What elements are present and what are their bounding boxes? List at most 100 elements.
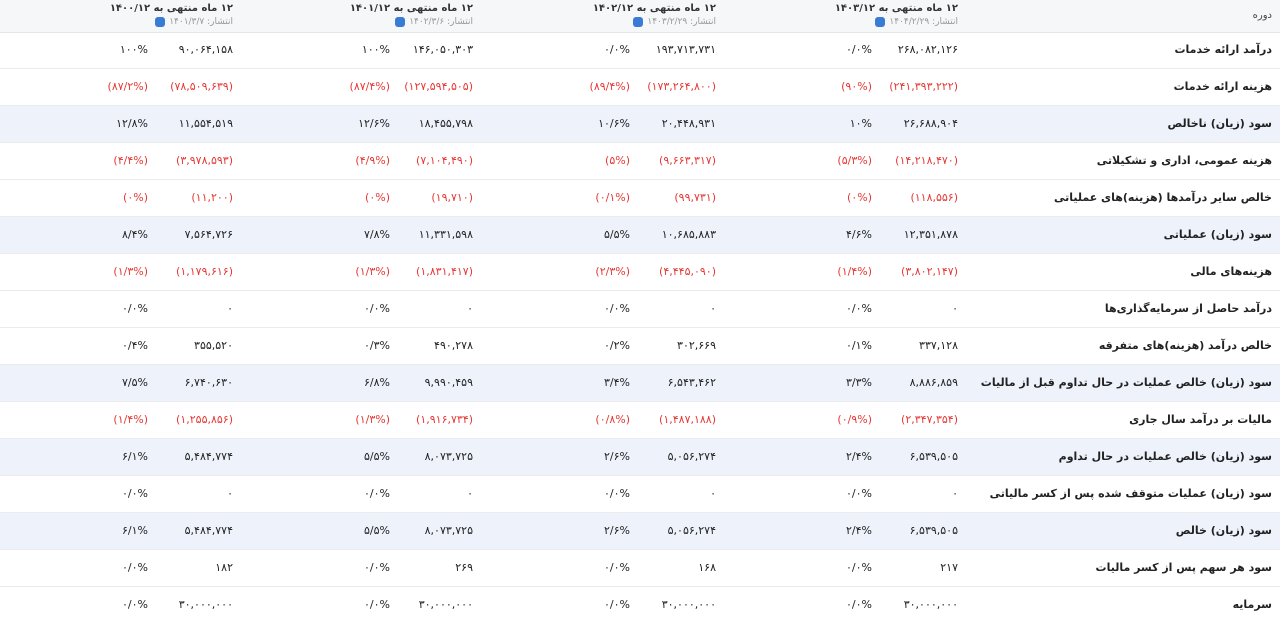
cell-value: ۱۴۶,۰۵۰,۳۰۳ <box>412 43 473 56</box>
cell-percent: (۹۰%) <box>841 80 872 93</box>
cell-value: ۰ <box>467 302 473 315</box>
cell-percent: ۶/۱% <box>122 450 148 463</box>
row-label: سود (زیان) خالص <box>1175 524 1272 537</box>
row-label: سود (زیان) ناخالص <box>1167 117 1272 130</box>
cell-percent: ۰/۰% <box>364 561 390 574</box>
period-published: انتشار: ۱۴۰۳/۲/۲۹ <box>633 17 716 27</box>
row-label: خالص سایر درآمدها (هزینه)های عملیاتی <box>1053 191 1272 204</box>
row-label: درآمد ارائه خدمات <box>1174 43 1272 56</box>
cell-value: (۱۲۷,۵۹۴,۵۰۵) <box>404 80 473 93</box>
cell-percent: ۵/۵% <box>364 450 390 463</box>
cell-percent: ۰/۰% <box>122 598 148 611</box>
row-label: سرمایه <box>1232 598 1272 611</box>
codal-icon <box>633 17 644 27</box>
period-title: ۱۲ ماه منتهی به ۱۴۰۲/۱۲ <box>592 3 716 14</box>
cell-percent: ۵/۵% <box>604 228 630 241</box>
cell-percent: ۱۰% <box>849 117 872 130</box>
published-date: انتشار: ۱۴۰۲/۳/۶ <box>409 17 473 27</box>
cell-value: ۶,۵۳۹,۵۰۵ <box>909 524 958 537</box>
cell-percent: ۰/۰% <box>364 598 390 611</box>
cell-percent: (۴/۴%) <box>113 154 148 167</box>
cell-percent: ۷/۸% <box>364 228 390 241</box>
published-date: انتشار: ۱۴۰۴/۲/۲۹ <box>889 17 958 27</box>
codal-icon <box>395 17 406 27</box>
cell-percent: ۰/۴% <box>122 339 148 352</box>
cell-percent: (۲/۳%) <box>595 265 630 278</box>
cell-percent: (۵/۳%) <box>837 154 872 167</box>
cell-percent: ۱۲/۶% <box>358 117 390 130</box>
table-row: درآمد حاصل از سرمایه‌گذاری‌ها ۰ ۰/۰% ۰ ۰/۰% ۰… <box>0 291 1280 328</box>
cell-value: ۹,۹۹۰,۴۵۹ <box>424 376 473 389</box>
cell-percent: ۴/۶% <box>846 228 872 241</box>
period-title: ۱۲ ماه منتهی به ۱۴۰۰/۱۲ <box>109 3 233 14</box>
row-label: هزینه ارائه خدمات <box>1173 80 1272 93</box>
cell-value: (۳,۸۰۲,۱۴۷) <box>901 265 958 278</box>
cell-percent: ۷/۵% <box>122 376 148 389</box>
table-row: سود (زیان) عملیات متوقف شده پس از کسر ما… <box>0 476 1280 513</box>
row-label: سود (زیان) خالص عملیات در حال تداوم <box>1058 450 1272 463</box>
cell-percent: (۱/۳%) <box>113 265 148 278</box>
cell-percent: (۰/۹%) <box>837 413 872 426</box>
cell-percent: (۰/۱%) <box>595 191 630 204</box>
codal-icon <box>875 17 886 27</box>
cell-value: (۱۱۸,۵۵۶) <box>910 191 958 204</box>
cell-value: (۱۱,۲۰۰) <box>191 191 233 204</box>
table-row: درآمد ارائه خدمات ۲۶۸,۰۸۲,۱۲۶ ۰/۰% ۱۹۳,۷۱۳,… <box>0 32 1280 69</box>
cell-percent: ۲/۶% <box>604 450 630 463</box>
period-title: ۱۲ ماه منتهی به ۱۴۰۱/۱۲ <box>349 3 473 14</box>
cell-percent: (۴/۹%) <box>355 154 390 167</box>
published-date: انتشار: ۱۴۰۱/۳/۷ <box>169 17 233 27</box>
cell-value: ۱۸,۴۵۵,۷۹۸ <box>418 117 473 130</box>
table-row: سود (زیان) ناخالص ۲۶,۶۸۸,۹۰۴ ۱۰% ۲۰,۴۴۸,۹۳۱… <box>0 106 1280 143</box>
row-label: سود هر سهم پس از کسر مالیات <box>1095 561 1272 574</box>
cell-value: ۲۰,۴۴۸,۹۳۱ <box>661 117 716 130</box>
cell-percent: ۱۰/۶% <box>598 117 630 130</box>
table-row: سود هر سهم پس از کسر مالیات ۲۱۷ ۰/۰% ۱۶۸ ۰/۰… <box>0 550 1280 587</box>
cell-percent: ۰/۰% <box>604 561 630 574</box>
cell-percent: ۰/۲% <box>604 339 630 352</box>
cell-value: ۳۰۲,۶۶۹ <box>677 339 716 352</box>
cell-percent: ۰/۰% <box>846 598 872 611</box>
cell-percent: ۰/۰% <box>604 43 630 56</box>
table-header: دوره ۱۲ ماه منتهی به ۱۴۰۳/۱۲ انتشار: ۱۴۰۴… <box>0 0 1280 33</box>
cell-percent: ۰/۰% <box>846 561 872 574</box>
cell-value: ۸,۰۷۳,۷۲۵ <box>424 524 473 537</box>
cell-value: ۲۶,۶۸۸,۹۰۴ <box>903 117 958 130</box>
cell-value: (۱,۹۱۶,۷۳۴) <box>416 413 473 426</box>
row-label: مالیات بر درآمد سال جاری <box>1129 413 1272 426</box>
cell-percent: (۸۹/۴%) <box>589 80 630 93</box>
cell-value: (۲,۳۴۷,۳۵۴) <box>901 413 958 426</box>
row-label: سود (زیان) عملیاتی <box>1163 228 1272 241</box>
cell-value: ۰ <box>227 302 233 315</box>
cell-percent: ۰/۰% <box>122 561 148 574</box>
cell-value: ۱۲,۳۵۱,۸۷۸ <box>903 228 958 241</box>
cell-percent: (۱/۳%) <box>355 265 390 278</box>
cell-value: ۵,۴۸۴,۷۷۴ <box>184 524 233 537</box>
table-row: هزینه ارائه خدمات (۲۴۱,۳۹۳,۲۲۲) (۹۰%) (۱۷۳,… <box>0 69 1280 106</box>
row-label: سود (زیان) عملیات متوقف شده پس از کسر ما… <box>989 487 1272 500</box>
table-row: سود (زیان) خالص ۶,۵۳۹,۵۰۵ ۲/۴% ۵,۰۵۶,۲۷۴ ۲/۶… <box>0 513 1280 550</box>
cell-percent: ۰/۰% <box>846 302 872 315</box>
cell-percent: (۰%) <box>123 191 148 204</box>
cell-value: ۶,۷۴۰,۶۳۰ <box>184 376 233 389</box>
cell-value: ۲۱۷ <box>940 561 958 574</box>
cell-percent: ۱۰۰% <box>361 43 390 56</box>
cell-percent: ۳/۴% <box>604 376 630 389</box>
cell-value: (۱,۸۳۱,۴۱۷) <box>416 265 473 278</box>
cell-value: ۵,۰۵۶,۲۷۴ <box>667 524 716 537</box>
cell-percent: (۵%) <box>605 154 630 167</box>
cell-value: ۰ <box>227 487 233 500</box>
cell-value: ۳۳۷,۱۲۸ <box>919 339 958 352</box>
cell-percent: (۱/۳%) <box>355 413 390 426</box>
table-row: مالیات بر درآمد سال جاری (۲,۳۴۷,۳۵۴) (۰/۹%… <box>0 402 1280 439</box>
cell-percent: ۰/۱% <box>846 339 872 352</box>
cell-percent: ۲/۶% <box>604 524 630 537</box>
cell-percent: (۸۷/۴%) <box>349 80 390 93</box>
cell-percent: ۰/۰% <box>604 487 630 500</box>
cell-value: ۵,۴۸۴,۷۷۴ <box>184 450 233 463</box>
cell-percent: ۰/۰% <box>604 598 630 611</box>
published-date: انتشار: ۱۴۰۳/۲/۲۹ <box>647 17 716 27</box>
cell-value: ۱۱,۳۳۱,۵۹۸ <box>418 228 473 241</box>
cell-value: ۱۸۲ <box>215 561 233 574</box>
period-header-label: دوره <box>1252 10 1272 21</box>
